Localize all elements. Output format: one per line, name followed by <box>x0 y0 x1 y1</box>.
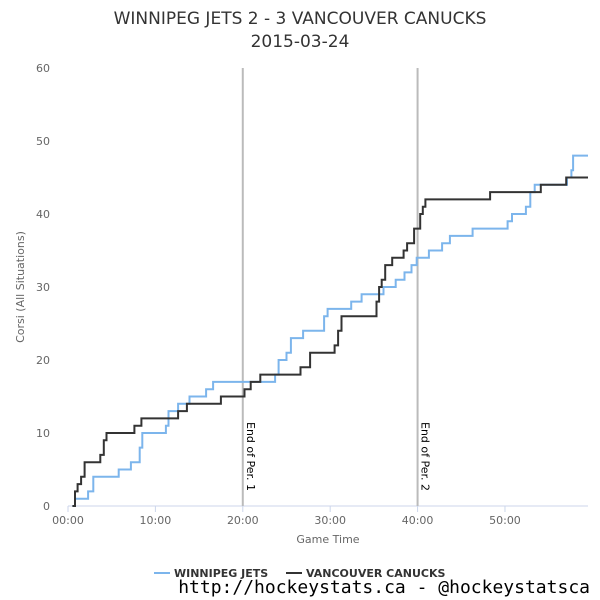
axes: 00:00 10:00 20:00 30:00 40:00 50:00 0 10 20 30 40 5… <box>36 62 588 527</box>
y-tick-label: 40 <box>36 208 50 221</box>
y-tick-label: 30 <box>36 281 50 294</box>
y-tick-label: 10 <box>36 427 50 440</box>
x-tick-label: 10:00 <box>140 514 172 527</box>
series-line-winnipeg-jets <box>72 154 588 507</box>
legend: WINNIPEG JETS VANCOUVER CANUCKS <box>154 567 445 580</box>
legend-item-label[interactable]: WINNIPEG JETS <box>174 567 268 580</box>
y-tick-label: 60 <box>36 62 50 75</box>
credit-text: http://hockeystats.ca - @hockeystatsca <box>178 577 590 598</box>
y-tick-label: 20 <box>36 354 50 367</box>
series-line-vancouver-canucks <box>72 176 588 507</box>
series-layer <box>72 154 588 507</box>
x-tick-label: 40:00 <box>402 514 434 527</box>
x-tick-label: 20:00 <box>227 514 259 527</box>
x-tick-label: 00:00 <box>52 514 84 527</box>
chart-title: WINNIPEG JETS 2 - 3 VANCOUVER CANUCKS <box>114 9 487 29</box>
x-tick-label: 50:00 <box>489 514 521 527</box>
x-axis-title: Game Time <box>296 533 359 546</box>
period-end-label: End of Per. 1 <box>244 422 257 491</box>
y-tick-label: 0 <box>43 500 50 513</box>
chart-subtitle: 2015-03-24 <box>251 32 350 52</box>
x-tick-label: 30:00 <box>314 514 346 527</box>
period-annotations: End of Per. 1 End of Per. 2 <box>241 68 432 506</box>
y-axis-title: Corsi (All Situations) <box>14 231 27 343</box>
legend-item-label[interactable]: VANCOUVER CANUCKS <box>306 567 445 580</box>
period-end-label: End of Per. 2 <box>419 422 432 491</box>
y-tick-label: 50 <box>36 135 50 148</box>
